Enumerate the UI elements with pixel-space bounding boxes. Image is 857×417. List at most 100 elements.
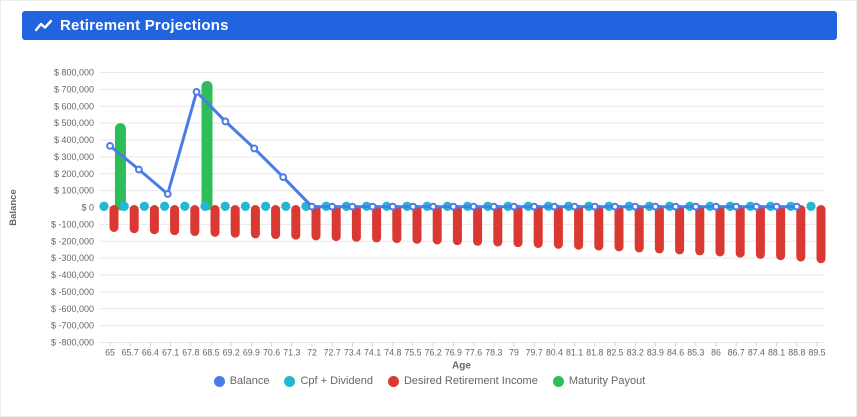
balance-point[interactable] <box>772 202 781 211</box>
bar-desired-retirement-income[interactable] <box>351 205 361 242</box>
legend-item-maturity-payout[interactable]: Maturity Payout <box>552 375 645 387</box>
bar-desired-retirement-income[interactable] <box>190 205 200 237</box>
bar-desired-retirement-income[interactable] <box>129 205 139 234</box>
bar-desired-retirement-income[interactable] <box>250 205 260 239</box>
bar-desired-retirement-income[interactable] <box>372 205 382 243</box>
bar-cpf-dividend[interactable] <box>220 201 230 211</box>
bar-desired-retirement-income[interactable] <box>230 205 240 238</box>
bar-desired-retirement-income[interactable] <box>776 205 786 261</box>
balance-point[interactable] <box>308 202 316 211</box>
bar-desired-retirement-income[interactable] <box>816 205 826 264</box>
balance-point[interactable] <box>388 202 397 211</box>
balance-point[interactable] <box>510 202 518 211</box>
bar-cpf-dividend[interactable] <box>806 201 816 211</box>
x-axis-tick-label: 81.8 <box>586 348 603 358</box>
bar-desired-retirement-income[interactable] <box>452 205 462 246</box>
bar-desired-retirement-income[interactable] <box>109 205 119 232</box>
bar-cpf-dividend[interactable] <box>281 201 291 211</box>
balance-point[interactable] <box>279 173 288 182</box>
bar-desired-retirement-income[interactable] <box>594 205 604 251</box>
balance-line[interactable] <box>108 90 799 209</box>
balance-point[interactable] <box>221 117 230 126</box>
bar-cpf-dividend[interactable] <box>240 201 250 211</box>
bar-cpf-dividend[interactable] <box>200 201 210 211</box>
bar-cpf-dividend[interactable] <box>119 201 129 211</box>
balance-point[interactable] <box>469 202 478 211</box>
legend-item-balance[interactable]: Balance <box>213 375 269 387</box>
x-axis-tick-label: 65.7 <box>122 348 139 358</box>
x-axis-tick-label: 85.3 <box>687 348 704 358</box>
balance-point[interactable] <box>409 202 417 211</box>
balance-point[interactable] <box>651 202 660 211</box>
bar-cpf-dividend[interactable] <box>99 201 109 211</box>
bar-desired-retirement-income[interactable] <box>210 205 220 237</box>
bar-desired-retirement-income[interactable] <box>149 205 159 235</box>
balance-point[interactable] <box>134 165 143 174</box>
bar-desired-retirement-income[interactable] <box>533 205 543 248</box>
bar-desired-retirement-income[interactable] <box>735 205 745 258</box>
bar-cpf-dividend[interactable] <box>160 201 170 211</box>
bar-cpf-dividend[interactable] <box>261 201 271 211</box>
balance-point[interactable] <box>631 202 640 211</box>
legend-item-cpf-dividend[interactable]: Cpf + Dividend <box>284 375 373 387</box>
bar-desired-retirement-income[interactable] <box>392 205 402 244</box>
bar-desired-retirement-income[interactable] <box>654 205 664 254</box>
bar-desired-retirement-income[interactable] <box>331 205 341 242</box>
bar-desired-retirement-income[interactable] <box>311 205 321 241</box>
balance-point[interactable] <box>368 202 377 211</box>
balance-point[interactable] <box>250 144 259 153</box>
balance-point[interactable] <box>691 202 700 211</box>
bar-desired-retirement-income[interactable] <box>675 205 685 255</box>
y-axis-tick-label: $ -200,000 <box>51 236 94 246</box>
bar-desired-retirement-income[interactable] <box>574 205 584 250</box>
bar-desired-retirement-income[interactable] <box>432 205 442 245</box>
x-axis-tick-label: 72 <box>307 348 317 358</box>
bar-desired-retirement-income[interactable] <box>715 205 725 257</box>
balance-point[interactable] <box>530 202 539 211</box>
balance-point[interactable] <box>550 202 559 211</box>
bar-desired-retirement-income[interactable] <box>271 205 281 240</box>
balance-point[interactable] <box>429 202 438 211</box>
y-axis-tick-label: $ -700,000 <box>51 321 94 331</box>
balance-point[interactable] <box>732 202 741 211</box>
y-axis-tick-label: $ 300,000 <box>54 152 94 162</box>
bar-maturity-payout[interactable] <box>201 80 213 211</box>
balance-point[interactable] <box>192 88 201 96</box>
bar-desired-retirement-income[interactable] <box>796 205 806 262</box>
bar-desired-retirement-income[interactable] <box>170 205 180 236</box>
x-axis-tick-label: 83.2 <box>627 348 644 358</box>
balance-point[interactable] <box>792 202 801 211</box>
bar-desired-retirement-income[interactable] <box>755 205 765 259</box>
bar-cpf-dividend[interactable] <box>139 201 149 211</box>
balance-point[interactable] <box>671 202 680 211</box>
bar-desired-retirement-income[interactable] <box>614 205 624 252</box>
legend-item-desired-retirement-income[interactable]: Desired Retirement Income <box>387 375 538 387</box>
balance-point[interactable] <box>106 142 114 150</box>
bar-desired-retirement-income[interactable] <box>412 205 422 244</box>
bar-desired-retirement-income[interactable] <box>473 205 483 246</box>
bar-desired-retirement-income[interactable] <box>634 205 644 253</box>
x-axis-tick-label: 89.5 <box>808 348 825 358</box>
x-axis-tick-label: 67.1 <box>162 348 179 358</box>
y-axis-tick-label: $ 400,000 <box>54 135 94 145</box>
bar-desired-retirement-income[interactable] <box>493 205 503 247</box>
balance-point[interactable] <box>611 202 619 211</box>
bar-desired-retirement-income[interactable] <box>291 205 301 240</box>
balance-point[interactable] <box>163 190 172 198</box>
bar-cpf-dividend[interactable] <box>180 201 190 211</box>
balance-point[interactable] <box>570 202 579 211</box>
bar-desired-retirement-income[interactable] <box>553 205 563 249</box>
balance-point[interactable] <box>712 202 720 211</box>
balance-point[interactable] <box>348 202 357 211</box>
x-axis-tick-label: 80.4 <box>546 348 563 358</box>
balance-point[interactable] <box>449 202 458 211</box>
balance-point[interactable] <box>590 202 599 211</box>
balance-point[interactable] <box>752 202 761 211</box>
balance-point[interactable] <box>328 202 337 211</box>
bar-desired-retirement-income[interactable] <box>513 205 523 248</box>
x-axis-tick-label: 74.1 <box>364 348 381 358</box>
chart-header: Retirement Projections <box>22 11 837 40</box>
balance-point[interactable] <box>489 202 498 211</box>
bar-maturity-payout[interactable] <box>114 123 126 211</box>
bar-desired-retirement-income[interactable] <box>695 205 705 256</box>
